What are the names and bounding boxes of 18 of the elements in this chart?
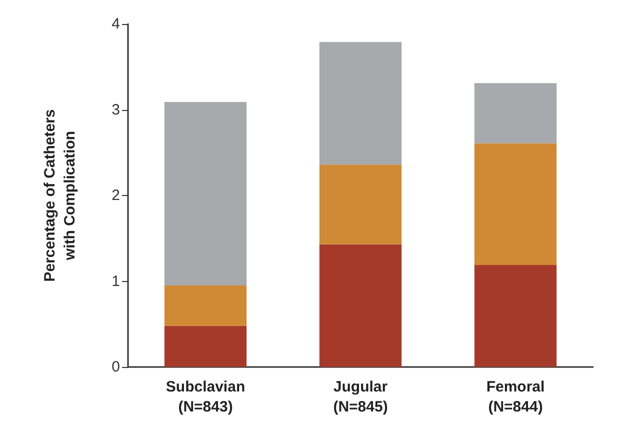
y-tick-label: 4 (112, 16, 120, 32)
bar (474, 143, 557, 265)
bar (164, 102, 247, 286)
bar (319, 42, 402, 165)
bar (164, 286, 247, 326)
y-tick-label: 0 (112, 358, 120, 376)
x-tick-label: Femoral (N=844) (486, 378, 545, 416)
bar (474, 264, 557, 367)
bar (164, 326, 247, 367)
y-axis-title: Percentage of Catheters with Complication (42, 109, 78, 282)
bar (319, 164, 402, 244)
x-tick-label: Subclavian (N=843) (166, 378, 246, 416)
y-tick-label: 1 (112, 272, 120, 290)
x-tick-label: Jugular (N=845) (333, 378, 388, 416)
y-tick-label: 2 (112, 187, 120, 204)
bar (319, 244, 402, 367)
bar (474, 83, 557, 144)
y-tick-label: 3 (112, 101, 120, 118)
